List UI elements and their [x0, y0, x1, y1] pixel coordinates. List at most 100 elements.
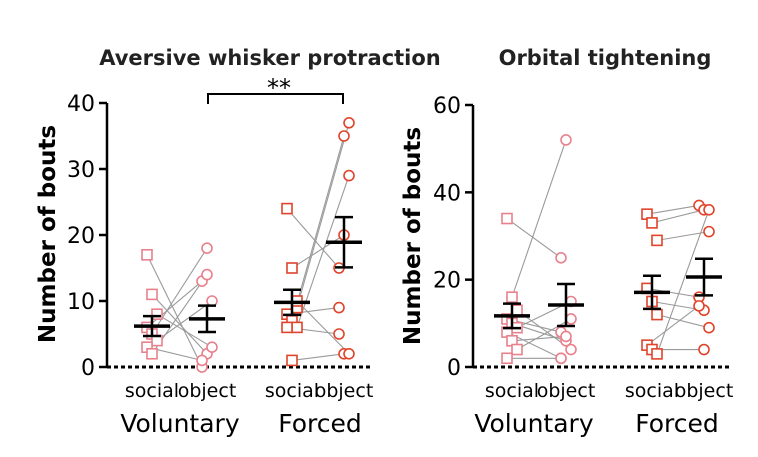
social-point [651, 234, 663, 247]
object-point [206, 341, 218, 354]
object-point [565, 343, 577, 356]
chart-panel-whisker-protraction: Aversive whisker protraction Number of b… [35, 46, 441, 438]
mean-sem-bars [494, 257, 722, 330]
object-point [338, 130, 350, 142]
y-tick-label: 40 [433, 181, 461, 206]
chart-title: Aversive whisker protraction [99, 46, 441, 70]
object-point [703, 225, 715, 238]
y-tick-label: 60 [433, 94, 461, 119]
pair-line [511, 139, 567, 298]
object-point [555, 252, 567, 264]
object-point [560, 134, 572, 146]
pair-line [146, 254, 203, 368]
object-point [201, 242, 213, 254]
x-category-label: social [625, 380, 679, 402]
object-point [698, 343, 710, 356]
social-point [511, 304, 523, 317]
significance-bracket: ** [207, 74, 344, 104]
pair-line [646, 305, 700, 346]
pair-line [506, 218, 562, 259]
mean-sem-bars [134, 215, 362, 338]
object-point [201, 268, 213, 281]
social-point [651, 348, 663, 360]
social-point [141, 249, 153, 261]
chart-title: Orbital tightening [499, 46, 712, 70]
social-point [146, 347, 158, 360]
x-category-label: object [178, 380, 237, 402]
y-tick-label: 30 [67, 158, 95, 183]
social-point [651, 308, 663, 321]
pair-line [291, 234, 345, 269]
x-category-label: object [315, 380, 374, 402]
object-point [196, 354, 208, 367]
group-label: Forced [635, 409, 719, 438]
social-point [286, 354, 298, 367]
social-point [646, 217, 658, 229]
mean-sem [686, 257, 722, 297]
mean-sem [326, 215, 362, 269]
x-category-label: social [265, 380, 319, 402]
pair-line [291, 353, 345, 361]
mean-sem [548, 282, 584, 328]
pair-line [646, 204, 700, 215]
group-label: Voluntary [474, 409, 593, 438]
object-point [343, 347, 355, 360]
object-point [560, 330, 572, 343]
object-point [343, 169, 355, 182]
y-tick-label: 40 [67, 92, 95, 117]
x-category-label: social [125, 380, 179, 402]
pair-line [511, 335, 567, 342]
social-point [291, 321, 303, 334]
mean-sem [494, 302, 530, 330]
social-point [506, 291, 518, 303]
social-point [501, 212, 513, 225]
pair-line [646, 287, 700, 298]
data-points [501, 134, 715, 365]
mean-sem [634, 274, 670, 311]
x-category-label: object [537, 380, 596, 402]
social-point [281, 321, 293, 334]
mean-sem [134, 314, 170, 338]
mean-sem [274, 288, 310, 317]
object-point [565, 313, 577, 325]
pair-line [516, 318, 572, 351]
social-point [286, 262, 298, 274]
pair-line [156, 313, 213, 348]
group-label: Voluntary [120, 409, 239, 438]
y-axis-label: Number of bouts [35, 125, 61, 343]
group-label: Forced [278, 409, 362, 438]
y-axis-ticks: 0 10 20 30 40 [67, 92, 107, 381]
social-point [281, 202, 293, 215]
chart-panel-orbital-tightening: Orbital tightening Number of bouts 0 20 40… [400, 46, 733, 438]
y-tick-label: 20 [67, 224, 95, 249]
pair-line [296, 122, 350, 308]
significance-label: ** [267, 74, 291, 102]
y-tick-label: 0 [81, 356, 95, 381]
object-point [703, 321, 715, 334]
data-points [141, 117, 355, 373]
social-point [501, 352, 513, 365]
pair-line [286, 208, 340, 269]
pair-line [656, 314, 710, 329]
y-tick-label: 20 [433, 269, 461, 294]
y-tick-label: 10 [67, 290, 95, 315]
paired-lines [506, 139, 710, 359]
object-point [693, 300, 705, 312]
y-axis-label: Number of bouts [400, 127, 426, 345]
pair-line [296, 300, 350, 355]
object-point [555, 352, 567, 365]
y-axis-ticks: 0 20 40 60 [433, 94, 473, 381]
pair-line [656, 209, 710, 355]
social-point [146, 288, 158, 301]
object-point [703, 204, 715, 216]
social-point [511, 343, 523, 356]
x-category-label: object [675, 380, 734, 402]
y-tick-label: 0 [447, 356, 461, 381]
social-point [151, 308, 163, 321]
pair-line [651, 209, 705, 224]
x-category-label: social [485, 380, 539, 402]
object-point [343, 117, 355, 129]
